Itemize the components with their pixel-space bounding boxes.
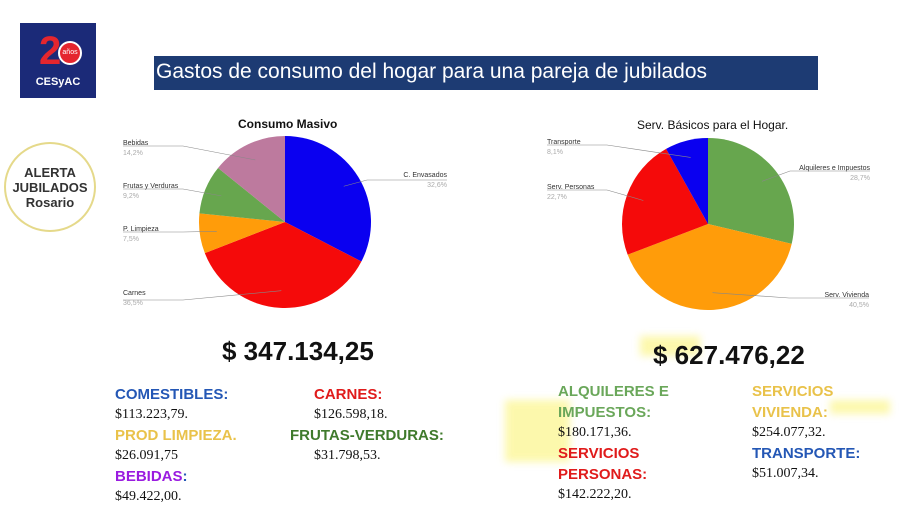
badge-line3: Rosario bbox=[25, 195, 75, 210]
alerta-jubilados-badge: ALERTA JUBILADOS Rosario bbox=[4, 142, 96, 232]
logo-name: CESyAC bbox=[35, 76, 81, 88]
leader-line bbox=[547, 189, 644, 201]
left-summary-col2: CARNES: $126.598,18. FRUTAS-VERDURAS: $3… bbox=[290, 384, 444, 466]
pie-slice-serv-vivienda bbox=[627, 224, 792, 310]
pct-carnes: 36,5% bbox=[123, 300, 143, 307]
personas-value: $142.222,20. bbox=[558, 487, 632, 502]
transporte-value: $51.007,34. bbox=[752, 466, 819, 481]
pie-slice-alquileres-e-impuestos bbox=[708, 138, 794, 244]
bebidas-label-row: BEBIDAS: bbox=[115, 466, 237, 487]
leader-line bbox=[123, 290, 282, 301]
alquileres-value: $180.171,36. bbox=[558, 425, 632, 440]
pct-envasados: 32,6% bbox=[427, 182, 447, 189]
leader-line bbox=[123, 230, 217, 233]
label-bebidas: Bebidas bbox=[123, 140, 149, 147]
vivienda-label1: SERVICIOS bbox=[752, 383, 834, 400]
leader-line bbox=[712, 292, 869, 299]
badge-line1: ALERTA bbox=[24, 165, 76, 180]
comestibles-value: $113.223,79. bbox=[115, 407, 188, 422]
personas-label1: SERVICIOS bbox=[558, 445, 640, 462]
leader-line bbox=[123, 188, 222, 197]
pie-slice-p-limpieza bbox=[199, 213, 285, 254]
cesyac-logo: 2 años CESyAC bbox=[20, 23, 96, 98]
pie-slice-transporte bbox=[666, 138, 708, 224]
pct-vivienda: 40,5% bbox=[849, 302, 869, 309]
pie-slice-serv-personas bbox=[622, 148, 708, 255]
frutas-value: $31.798,53. bbox=[314, 448, 381, 463]
label-alquileres: Alquileres e Impuestos bbox=[799, 165, 870, 172]
pct-personas: 22,7% bbox=[547, 194, 567, 201]
leader-line bbox=[343, 179, 447, 187]
logo-number: 2 bbox=[39, 29, 62, 73]
carnes-label: CARNES: bbox=[314, 386, 383, 403]
consumo-total: $ 347.134,25 bbox=[222, 336, 374, 366]
label-transporte: Transporte bbox=[547, 139, 581, 146]
pct-transporte: 8,1% bbox=[547, 149, 563, 156]
pct-alquileres: 28,7% bbox=[850, 175, 870, 182]
leader-line bbox=[547, 144, 691, 158]
left-summary-col1: COMESTIBLES: $113.223,79. PROD LIMPIEZA.… bbox=[115, 384, 237, 507]
badge-line2: JUBILADOS bbox=[12, 180, 88, 195]
pct-frutas: 9,2% bbox=[123, 193, 139, 200]
highlight-mark bbox=[505, 400, 570, 462]
vivienda-value: $254.077,32. bbox=[752, 425, 826, 440]
right-summary-col2: SERVICIOS VIVIENDA: $254.077,32. TRANSPO… bbox=[752, 381, 860, 484]
frutas-label: FRUTAS-VERDURAS: bbox=[290, 427, 444, 444]
chart2-title: Serv. Básicos para el Hogar. bbox=[637, 118, 789, 132]
carnes-value: $126.598,18. bbox=[314, 407, 388, 422]
label-frutas: Frutas y Verduras bbox=[123, 183, 179, 190]
bebidas-colon: : bbox=[182, 468, 188, 485]
label-limpieza: P. Limpieza bbox=[123, 226, 159, 233]
transporte-label: TRANSPORTE: bbox=[752, 445, 861, 462]
logo-bubble: años bbox=[58, 41, 82, 65]
servicios-total: $ 627.476,22 bbox=[653, 340, 805, 370]
bebidas-label: BEBIDAS bbox=[115, 468, 183, 485]
bebidas-value: $49.422,00. bbox=[115, 489, 182, 504]
label-carnes: Carnes bbox=[123, 290, 146, 297]
chart1-title: Consumo Masivo bbox=[238, 117, 338, 131]
comestibles-label: COMESTIBLES: bbox=[115, 386, 229, 403]
highlight-mark bbox=[640, 336, 700, 356]
right-summary-col1: ALQUILERES E IMPUESTOS: $180.171,36. SER… bbox=[558, 381, 669, 505]
pie-slice-carnes bbox=[204, 222, 362, 308]
pct-limpieza: 7,5% bbox=[123, 236, 139, 243]
pie-slice-c-envasados bbox=[285, 136, 371, 262]
pie-slice-frutas-y-verduras bbox=[199, 168, 285, 222]
label-personas: Serv. Personas bbox=[547, 184, 595, 191]
leader-line bbox=[761, 170, 870, 182]
limpieza-value: $26.091,75 bbox=[115, 448, 178, 463]
page-title: Gastos de consumo del hogar para una par… bbox=[154, 56, 818, 90]
label-envasados: C. Envasados bbox=[403, 172, 447, 179]
alquileres-label2: IMPUESTOS: bbox=[558, 404, 652, 421]
pie-slice-bebidas bbox=[218, 136, 285, 222]
personas-label2: PERSONAS: bbox=[558, 466, 648, 483]
label-vivienda: Serv. Vivienda bbox=[824, 292, 870, 299]
highlight-mark bbox=[830, 400, 890, 414]
vivienda-label2: VIVIENDA: bbox=[752, 404, 828, 421]
leader-line bbox=[123, 145, 256, 161]
alquileres-label1: ALQUILERES E bbox=[558, 383, 669, 400]
pct-bebidas: 14,2% bbox=[123, 150, 143, 157]
limpieza-label: PROD LIMPIEZA. bbox=[115, 427, 237, 444]
